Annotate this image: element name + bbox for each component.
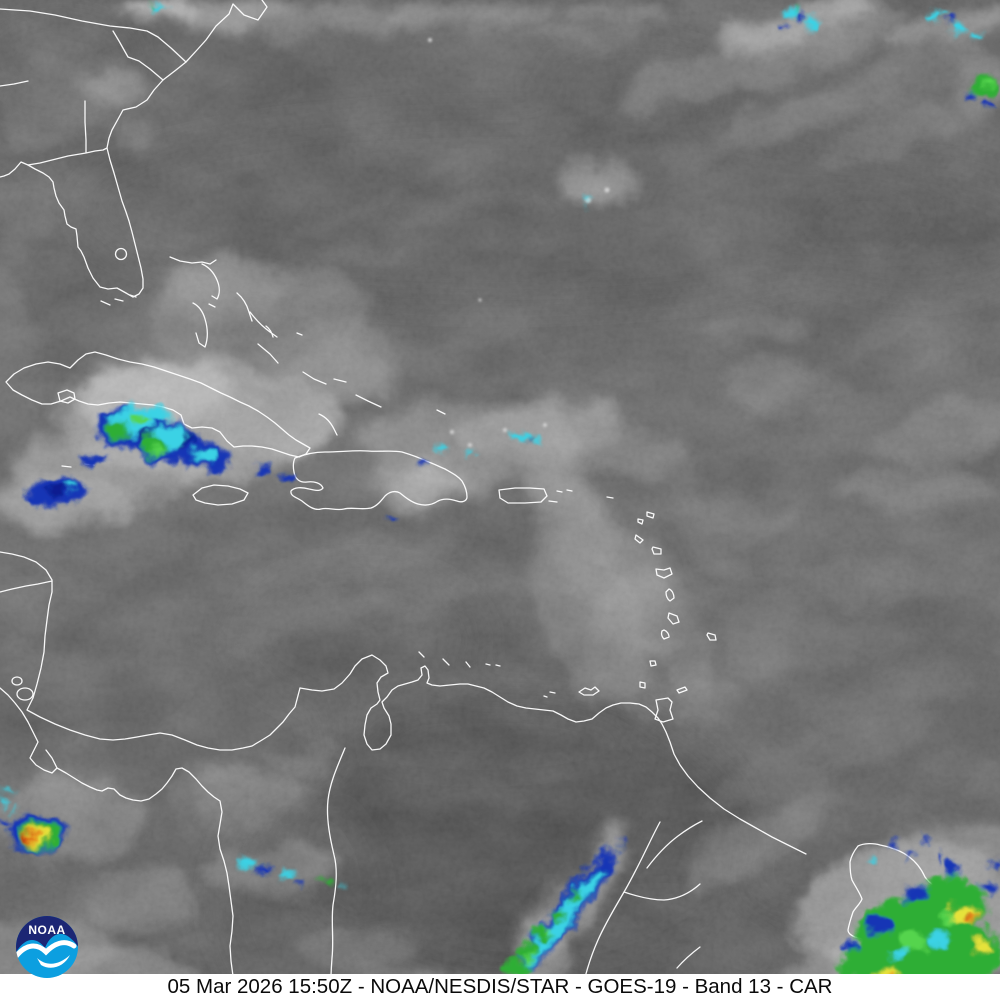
lesser-antilles-islands: [634, 511, 717, 694]
bright-specks-layer: [428, 38, 610, 447]
noaa-logo: NOAA: [16, 916, 78, 978]
puerto-rico-coastline: [498, 487, 548, 504]
trinidad-coastline: [654, 697, 674, 723]
central-america-coastline: [0, 551, 301, 1000]
south-america-borders: [326, 747, 703, 1000]
noaa-logo-top: [16, 916, 78, 956]
noaa-logo-swoosh: [16, 940, 77, 962]
caption-background: [0, 974, 1000, 1000]
convection-red: [21, 834, 971, 919]
virgin-islands: [548, 489, 614, 503]
lake-okeechobee: [114, 247, 128, 261]
caption-bar: 05 Mar 2026 15:50Z - NOAA/NESDIS/STAR - …: [0, 974, 1000, 1000]
honduras-nicaragua-border: [0, 580, 53, 593]
bahamas-islands: [169, 256, 446, 436]
coastlines-layer: [0, 0, 941, 1000]
south-america-coastline: [299, 654, 807, 855]
us-southeast-coastline: [0, 0, 268, 298]
nicaragua-lakes: [11, 676, 34, 701]
convection-layer: [0, 3, 1000, 995]
florida-keys: [100, 294, 137, 306]
caption-text: 05 Mar 2026 15:50Z - NOAA/NESDIS/STAR - …: [168, 975, 833, 998]
us-state-borders: [0, 8, 187, 166]
hispaniola-coastline: [290, 450, 468, 511]
noaa-logo-wing: [37, 955, 70, 968]
noaa-logo-text: NOAA: [28, 923, 65, 937]
isla-de-la-juventud: [57, 389, 76, 404]
jamaica-coastline: [192, 484, 249, 506]
venezuela-islands: [418, 651, 600, 698]
